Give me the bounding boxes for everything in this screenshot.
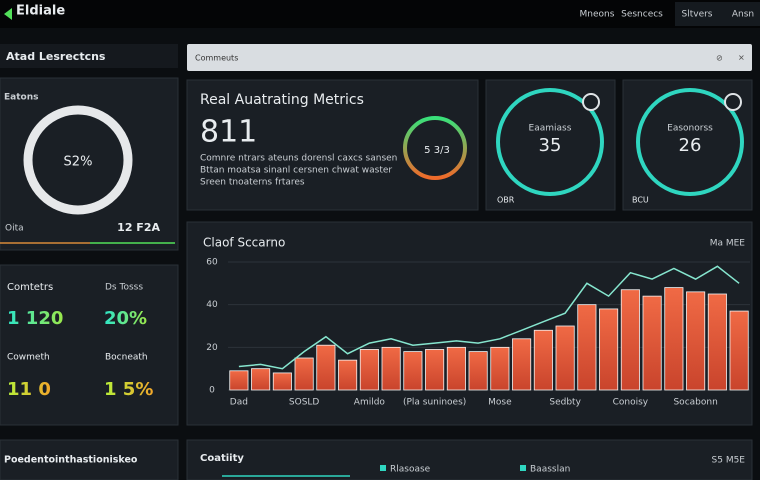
gauge-ring — [636, 88, 744, 196]
sidebar-header — [0, 44, 178, 68]
gauge-knob — [582, 93, 600, 111]
gauge-knob — [724, 93, 742, 111]
bar — [642, 295, 662, 391]
bar — [686, 291, 706, 391]
line — [238, 265, 740, 370]
stat-value: 11 0 — [7, 379, 51, 400]
nav-item[interactable]: Ansn — [732, 10, 754, 20]
stats-panel — [0, 264, 179, 426]
bar — [338, 359, 358, 391]
small-gauge-value: 5 3/3 — [424, 145, 450, 156]
activity-panel — [186, 439, 753, 480]
sidebar-title: Atad Lesrectcns — [6, 50, 106, 63]
bar — [490, 346, 510, 391]
x-tick-label: (Pla suninoes) — [403, 398, 466, 408]
gauge-value: 35 — [539, 135, 562, 156]
gauge-label: Easonorss — [667, 124, 713, 134]
activity-note: S5 M5E — [712, 456, 746, 466]
gauge-label: Eaamiass — [529, 124, 572, 134]
x-tick-label: Dad — [230, 398, 248, 408]
bar — [555, 325, 575, 391]
bar — [468, 351, 488, 391]
gauge-caption: BCU — [632, 196, 649, 205]
chart: 0 20 40 60 Dad SOSLD Amildo (Pla suninoes) Mose S… — [206, 258, 750, 408]
donut-value: S2% — [64, 155, 93, 170]
y-tick-label: 20 — [206, 343, 218, 353]
donut-left: Oita — [5, 224, 24, 234]
nav-item[interactable]: Sltvers — [682, 10, 713, 20]
bar — [707, 293, 727, 391]
metrics-line: Comnre ntrars ateuns dorensl caxcs sanse… — [200, 154, 397, 164]
search-placeholder: Commeuts — [195, 54, 238, 63]
donut-ring — [23, 105, 133, 215]
bar — [533, 329, 553, 391]
y-tick-label: 0 — [209, 386, 215, 396]
footer-title: Poedentointhastioniskeo — [4, 455, 138, 466]
stat-label: Ds Tosss — [105, 283, 143, 293]
chart-title: Claof Sccarno — [203, 236, 285, 250]
bar — [729, 310, 749, 391]
activity-title: Coatiity — [200, 453, 244, 464]
chart-note: Ma MEE — [710, 239, 746, 249]
metrics-line: Sreen tnoaterns frtares — [200, 178, 305, 188]
bar — [403, 351, 423, 391]
nav-item[interactable]: Mneons — [580, 10, 615, 20]
bar — [446, 346, 466, 391]
search-bar[interactable] — [187, 44, 752, 71]
bar — [599, 308, 619, 391]
metrics-title: Real Auatrating Metrics — [200, 92, 364, 108]
close-icon[interactable]: ✕ — [738, 54, 745, 63]
bar — [425, 349, 445, 391]
bar — [664, 287, 684, 391]
stat-value: 20% — [104, 308, 147, 329]
stat-label: Comtetrs — [7, 282, 53, 293]
x-tick-label: Sedbty — [549, 398, 581, 408]
y-tick-label: 40 — [206, 300, 218, 310]
nav-active — [675, 2, 760, 26]
gauge-caption: OBR — [497, 196, 515, 205]
metrics-line: Bttan moatsa sinanl cersnen chwat waster — [200, 166, 392, 176]
bar — [359, 349, 379, 391]
bar — [512, 338, 532, 391]
stat-label: Bocneath — [105, 353, 148, 363]
x-tick-label: Amildo — [354, 398, 386, 408]
search-icon[interactable]: ⊘ — [716, 54, 723, 63]
x-tick-label: Mose — [488, 398, 512, 408]
metrics-value: 811 — [200, 115, 257, 150]
gauge-value: 26 — [679, 135, 702, 156]
donut-right: 12 F2A — [117, 221, 160, 234]
donut-label: Eatons — [4, 93, 38, 103]
x-tick-label: SOSLD — [289, 398, 320, 408]
legend-swatch — [520, 465, 526, 471]
bar — [620, 289, 640, 391]
bar — [577, 304, 597, 391]
small-gauge — [403, 116, 467, 180]
x-tick-label: Conoisy — [613, 398, 649, 408]
bar — [229, 370, 249, 391]
legend-entry: Rlasoase — [390, 465, 431, 475]
stat-value: 1 5% — [104, 379, 153, 400]
footer-panel — [0, 439, 179, 480]
metrics-card — [186, 79, 479, 211]
nav-item[interactable]: Sesncecs — [621, 10, 663, 20]
legend-swatch — [380, 465, 386, 471]
logo-icon — [4, 8, 12, 20]
top-bar — [0, 0, 760, 28]
bar — [251, 368, 271, 391]
bar — [294, 357, 314, 391]
y-tick-label: 60 — [206, 258, 218, 268]
logo: Eldiale — [16, 4, 65, 19]
stat-label: Cowmeth — [7, 353, 50, 363]
bar — [272, 372, 292, 391]
x-tick-label: Socabonn — [673, 398, 717, 408]
bar — [381, 346, 401, 391]
legend-entry: Baasslan — [530, 465, 570, 475]
bar — [316, 344, 336, 391]
gauge-ring — [496, 88, 604, 196]
stat-value: 1 120 — [7, 308, 63, 329]
